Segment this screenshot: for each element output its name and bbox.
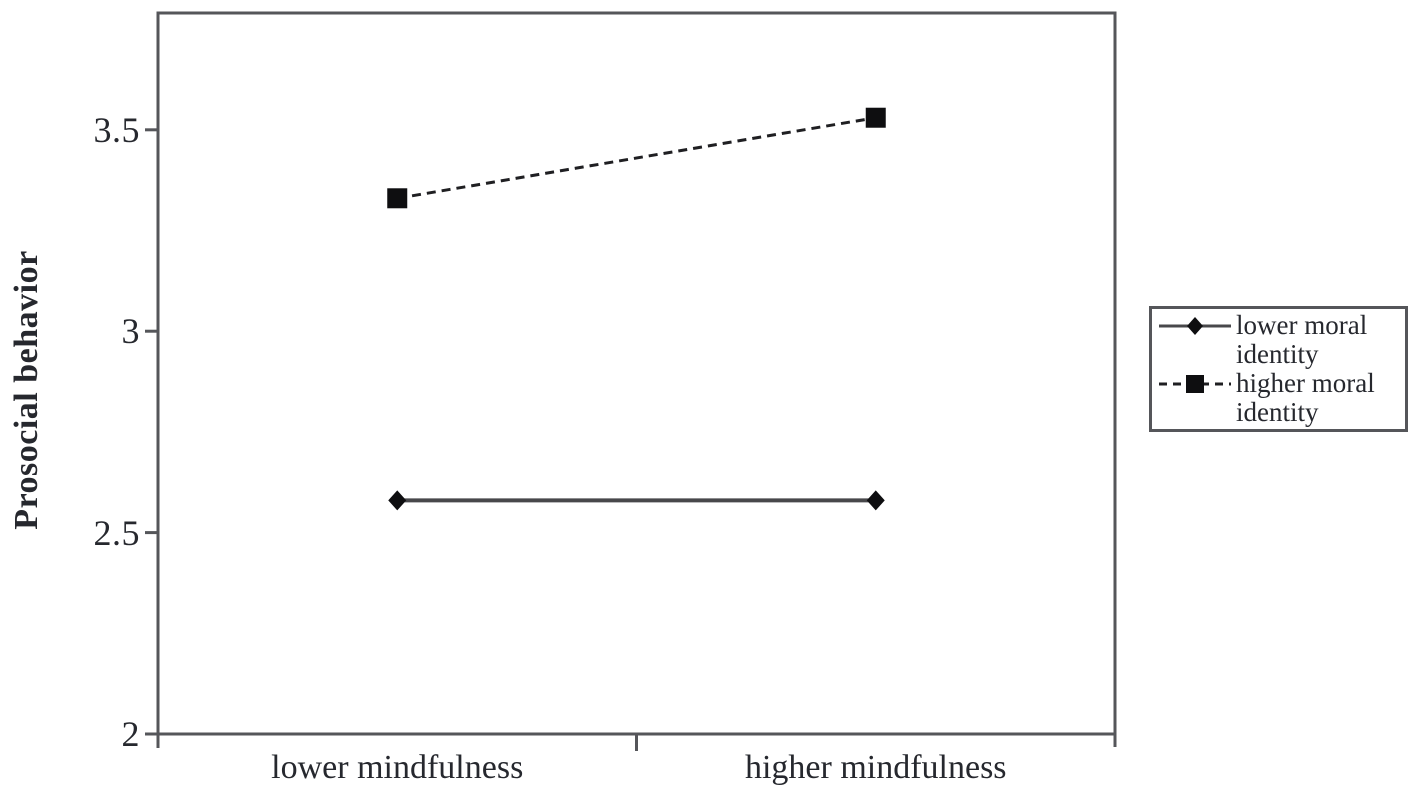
legend-entry: lower moral identity xyxy=(1156,311,1405,369)
y-tick-label: 2.5 xyxy=(93,512,140,553)
square-marker xyxy=(387,188,408,209)
x-category-label: higher mindfulness xyxy=(744,749,1007,786)
y-tick-label: 2 xyxy=(121,714,140,754)
x-category-label: lower mindfulness xyxy=(271,749,524,786)
diamond-marker xyxy=(388,490,407,511)
legend: lower moral identity higher moral identit… xyxy=(1149,306,1408,432)
legend-label: lower moral identity xyxy=(1236,310,1368,369)
plot-border xyxy=(156,11,1117,736)
y-axis-title: Prosocial behavior xyxy=(8,250,45,530)
diamond-marker xyxy=(866,490,885,511)
dashed-line-square-marker-icon xyxy=(1159,375,1231,393)
legend-label: higher moral identity xyxy=(1236,368,1375,427)
y-tick-label: 3.5 xyxy=(93,109,140,150)
legend-entry: higher moral identity xyxy=(1156,369,1405,427)
square-marker xyxy=(865,107,886,128)
legend-entries: lower moral identity higher moral identit… xyxy=(1156,311,1405,427)
y-tick-label: 3 xyxy=(121,311,140,352)
solid-line-diamond-marker-icon xyxy=(1159,317,1231,335)
series-line-higher-moral-identity xyxy=(397,116,876,200)
